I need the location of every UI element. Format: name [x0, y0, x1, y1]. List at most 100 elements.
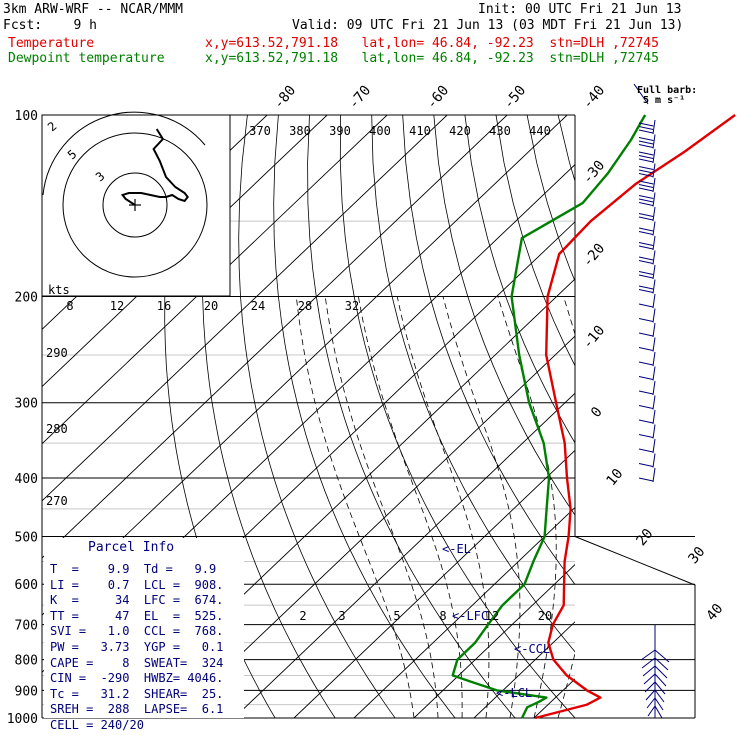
- dewpoint-legend: Dewpoint temperature: [8, 51, 165, 66]
- low-barb-flag: [646, 697, 656, 709]
- pressure-label-100: 100: [15, 109, 38, 124]
- wind-barb-flag: [638, 303, 654, 308]
- wind-barb-staff: [652, 250, 656, 265]
- annotation-2: <-CCL: [514, 642, 550, 656]
- hodograph-trace: [120, 128, 189, 206]
- wind-barb-flag: [638, 144, 654, 148]
- theta-left-label-270: 270: [46, 494, 68, 508]
- moist-adiabats: [295, 296, 575, 718]
- wind-barb: [638, 308, 656, 323]
- wind-barb-flag: [638, 184, 654, 188]
- isotherm-label-20: 20: [633, 526, 656, 549]
- pressure-label-800: 800: [15, 654, 38, 669]
- barb-key-line2: 5 m s⁻¹: [643, 95, 686, 106]
- hodograph-speed-tick-12: 12: [110, 299, 124, 313]
- low-barb-flag: [654, 689, 665, 703]
- isotherm-30: [594, 115, 740, 718]
- parcel-info-row: SREH = 288 LAPSE= 6.1: [50, 702, 224, 717]
- wind-barb-flag: [638, 271, 654, 275]
- wind-barb-flag: [638, 245, 654, 250]
- wind-barb: [638, 438, 656, 454]
- wind-barb-staff: [652, 293, 656, 309]
- hodograph-speed-tick-20: 20: [204, 299, 218, 313]
- parcel-info-row: CIN = -290 HWBZ= 4046.: [50, 671, 224, 686]
- wind-barb-staff: [652, 134, 656, 149]
- wind-barb: [638, 322, 656, 338]
- wind-barb-flag: [638, 151, 654, 156]
- wind-barb-staff: [652, 206, 656, 222]
- low-barb-flag: [640, 649, 656, 661]
- wind-barb: [638, 206, 656, 222]
- wind-barb-staff: [652, 438, 656, 454]
- moist-adiabat-12: [396, 296, 490, 718]
- wind-barb-flag: [638, 242, 654, 246]
- mixing-ratio-label-8: 8: [439, 609, 446, 623]
- wind-barb-flag: [638, 158, 654, 163]
- wind-barb-flag: [638, 318, 654, 322]
- dry-adiabat-370: [557, 115, 575, 183]
- dry-adiabat-340: [464, 115, 575, 444]
- parcel-info-row: TT = 47 EL = 525.: [50, 608, 224, 623]
- dry-adiabat-270: [238, 115, 396, 718]
- moist-adiabat-16: [442, 296, 521, 718]
- parcel-info-row: K = 34 LFC = 674.: [50, 593, 224, 608]
- wind-barb: [638, 366, 656, 381]
- init-time: Init: 00 UTC Fri 21 Jun 13: [478, 2, 682, 17]
- wind-barb: [638, 192, 656, 207]
- pressure-label-200: 200: [15, 291, 38, 306]
- dry-adiabat-290: [307, 115, 516, 718]
- dewpoint-line: [451, 114, 647, 719]
- isotherm-label--80: -80: [271, 83, 300, 113]
- hodograph-speed-tick-24: 24: [251, 299, 265, 313]
- isotherm-0: [413, 564, 575, 718]
- low-barb-flag: [654, 697, 664, 711]
- wind-barbs: [633, 83, 670, 719]
- mixing-ratio-label-5: 5: [393, 609, 400, 623]
- wind-barb: [638, 380, 656, 396]
- wind-barb-staff: [652, 322, 656, 338]
- isotherm-label-10: 10: [603, 466, 626, 489]
- wind-barb-staff: [652, 192, 656, 207]
- low-barb-flag: [654, 665, 668, 679]
- wind-barb-staff: [652, 235, 656, 251]
- pressure-label-300: 300: [15, 397, 38, 412]
- wind-barb-staff: [652, 424, 656, 439]
- wind-barb: [638, 119, 656, 135]
- wind-barb-staff: [652, 308, 656, 323]
- theta-left-label-280: 280: [46, 422, 68, 436]
- dry-adiabat-350: [495, 115, 575, 367]
- mixing-ratio-label-3: 3: [338, 609, 345, 623]
- wind-barb-staff: [652, 177, 656, 193]
- wind-barb-flag: [638, 195, 654, 199]
- wind-barb-staff: [652, 119, 656, 135]
- hodograph-speed-tick-16: 16: [157, 299, 171, 313]
- low-barb-flag: [641, 657, 656, 669]
- isotherm--100: [42, 115, 448, 502]
- wind-barb: [638, 134, 656, 149]
- wind-barb-flag: [638, 140, 654, 145]
- wind-barb: [638, 221, 656, 236]
- low-barb-flag: [654, 681, 666, 695]
- wind-barb-flag: [638, 187, 654, 192]
- wind-barb-staff: [652, 366, 656, 381]
- wind-barb: [638, 250, 656, 265]
- low-barb-flag: [645, 689, 656, 701]
- wind-barb: [638, 148, 656, 164]
- isotherm-label--60: -60: [424, 83, 453, 113]
- low-barb-flag: [644, 681, 656, 693]
- temperature-location: x,y=613.52,791.18 lat,lon= 46.84, -92.23…: [205, 36, 659, 51]
- wind-barb: [638, 395, 656, 410]
- barb-key-staff: [633, 83, 649, 105]
- isotherm--110: [42, 115, 388, 445]
- wind-barb-flag: [638, 448, 654, 453]
- wind-barb-flag: [638, 122, 654, 127]
- wind-barb-staff: [652, 337, 656, 352]
- wind-barb-flag: [638, 285, 654, 290]
- dry-adiabat-330: [433, 115, 575, 516]
- isotherm-label--10: -10: [580, 323, 609, 353]
- parcel-info-title: Parcel Info: [88, 540, 175, 555]
- pressure-label-500: 500: [15, 530, 38, 545]
- dewpoint-location: x,y=613.52,791.18 lat,lon= 46.84, -92.23…: [205, 51, 659, 66]
- wind-barb-flag: [638, 274, 654, 279]
